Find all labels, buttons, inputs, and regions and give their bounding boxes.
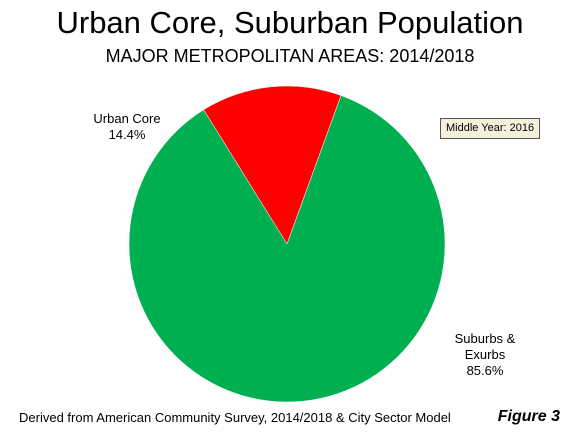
chart-subtitle: MAJOR METROPOLITAN AREAS: 2014/2018: [105, 46, 475, 66]
figure-label: Figure 3: [497, 408, 560, 425]
urban-core-label: Urban Core 14.4%: [72, 111, 182, 143]
suburbs-value: 85.6%: [466, 363, 504, 378]
pie-slice-urban-core: [203, 85, 342, 245]
chart-title: Urban Core, Suburban Population: [56, 5, 524, 40]
suburbs-label: Suburbs & Exurbs 85.6%: [430, 331, 540, 379]
source-note: Derived from American Community Survey, …: [19, 410, 451, 425]
urban-core-name: Urban Core: [93, 111, 161, 126]
suburbs-name-line-1: Suburbs &: [454, 331, 516, 346]
pie-slice-suburbs: [128, 95, 446, 403]
urban-core-value: 14.4%: [108, 127, 146, 142]
suburbs-name-line-2: Exurbs: [464, 347, 506, 362]
middle-year-note: Middle Year: 2016: [440, 118, 541, 139]
